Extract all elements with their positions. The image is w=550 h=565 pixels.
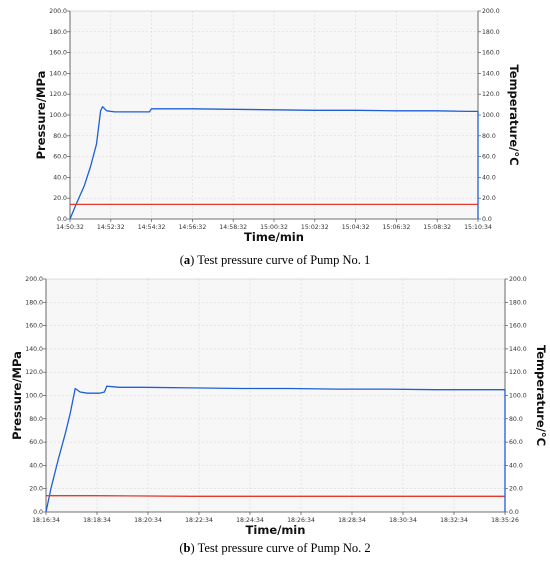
y2-tick-label: 60.0 (482, 154, 496, 161)
x-tick-label: 14:52:32 (97, 224, 125, 231)
y2-tick-label: 80.0 (509, 416, 523, 423)
y-tick-label: 160.0 (49, 50, 67, 57)
x-tick-label: 18:30:34 (389, 517, 417, 524)
x-tick-label: 18:18:34 (83, 517, 111, 524)
y-tick-label: 200.0 (49, 8, 67, 15)
y-tick-label: 100.0 (25, 393, 43, 400)
y2-tick-label: 200.0 (482, 8, 500, 15)
x-tick-label: 15:08:32 (423, 224, 451, 231)
y2-axis-title: Temperature/°C (507, 64, 521, 165)
y2-tick-label: 200.0 (509, 276, 527, 283)
y-axis-title: Pressure/MPa (10, 351, 24, 440)
y-tick-label: 0.0 (57, 216, 67, 223)
x-tick-label: 18:22:34 (185, 517, 213, 524)
x-tick-label: 18:35:26 (491, 517, 519, 524)
y2-tick-label: 180.0 (509, 299, 527, 306)
x-axis-title: Time/min (244, 230, 304, 244)
y-axis-title: Pressure/MPa (34, 71, 48, 160)
y2-tick-label: 40.0 (509, 462, 523, 469)
y-tick-label: 60.0 (29, 439, 43, 446)
y2-tick-label: 160.0 (509, 323, 527, 330)
chart-b: 0.0 0.0 20.0 20.0 40.0 40.0 60.0 60.0 80.0 80.0 10… (10, 276, 548, 537)
y2-tick-label: 0.0 (482, 216, 492, 223)
y-tick-label: 140.0 (49, 70, 67, 77)
caption-a: (a) Test pressure curve of Pump No. 1 (179, 253, 371, 267)
y-tick-label: 60.0 (53, 154, 67, 161)
x-axis-title: Time/min (246, 523, 306, 537)
y2-tick-label: 120.0 (509, 369, 527, 376)
caption-b-text: Test pressure curve of Pump No. 2 (197, 541, 371, 555)
y2-tick-label: 100.0 (509, 393, 527, 400)
caption-b: (b) Test pressure curve of Pump No. 2 (179, 541, 371, 555)
y2-tick-label: 20.0 (509, 486, 523, 493)
y2-tick-label: 20.0 (482, 195, 496, 202)
x-tick-label: 18:32:34 (440, 517, 468, 524)
x-tick-label: 15:10:34 (464, 224, 492, 231)
y-tick-label: 120.0 (25, 369, 43, 376)
x-tick-label: 14:50:32 (56, 224, 84, 231)
caption-b-letter: b (183, 541, 191, 555)
y-tick-label: 140.0 (25, 346, 43, 353)
y-tick-label: 80.0 (53, 133, 67, 140)
x-tick-label: 14:54:32 (138, 224, 166, 231)
x-tick-label: 14:58:32 (219, 224, 247, 231)
x-tick-label: 15:02:32 (301, 224, 329, 231)
x-tick-label: 15:00:32 (260, 224, 288, 231)
y-tick-label: 0.0 (33, 509, 43, 516)
caption-a-letter: a (183, 253, 191, 267)
y-tick-label: 20.0 (29, 486, 43, 493)
y-tick-label: 80.0 (29, 416, 43, 423)
chart-a: 0.0 0.0 20.0 20.0 40.0 40.0 60.0 60.0 80.0 80.0 10… (34, 8, 521, 244)
y-tick-label: 100.0 (49, 112, 67, 119)
y2-tick-label: 80.0 (482, 133, 496, 140)
y-tick-label: 180.0 (49, 29, 67, 36)
y2-axis-title: Temperature/°C (534, 345, 548, 446)
y-tick-label: 120.0 (49, 91, 67, 98)
y-tick-label: 180.0 (25, 299, 43, 306)
y2-tick-label: 180.0 (482, 29, 500, 36)
y2-tick-label: 140.0 (509, 346, 527, 353)
series-line-1 (69, 106, 478, 220)
x-tick-label: 15:04:32 (342, 224, 370, 231)
y2-tick-label: 140.0 (482, 70, 500, 77)
caption-a-text: Test pressure curve of Pump No. 1 (197, 253, 371, 267)
y2-tick-label: 0.0 (509, 509, 519, 516)
y-tick-label: 40.0 (29, 462, 43, 469)
x-tick-label: 18:16:34 (32, 517, 60, 524)
series-line-2 (46, 495, 505, 497)
x-tick-label: 14:56:32 (179, 224, 207, 231)
x-tick-label: 18:28:34 (338, 517, 366, 524)
y2-tick-label: 120.0 (482, 91, 500, 98)
x-tick-label: 18:26:34 (287, 517, 315, 524)
y-tick-label: 160.0 (25, 323, 43, 330)
x-tick-label: 15:06:32 (383, 224, 411, 231)
x-tick-label: 18:20:34 (134, 517, 162, 524)
y-tick-label: 200.0 (25, 276, 43, 283)
y-tick-label: 40.0 (53, 174, 67, 181)
y-tick-label: 20.0 (53, 195, 67, 202)
y2-tick-label: 100.0 (482, 112, 500, 119)
y2-tick-label: 60.0 (509, 439, 523, 446)
y2-tick-label: 40.0 (482, 174, 496, 181)
x-tick-label: 18:24:34 (236, 517, 264, 524)
y2-tick-label: 160.0 (482, 50, 500, 57)
series-line-1 (45, 385, 505, 513)
